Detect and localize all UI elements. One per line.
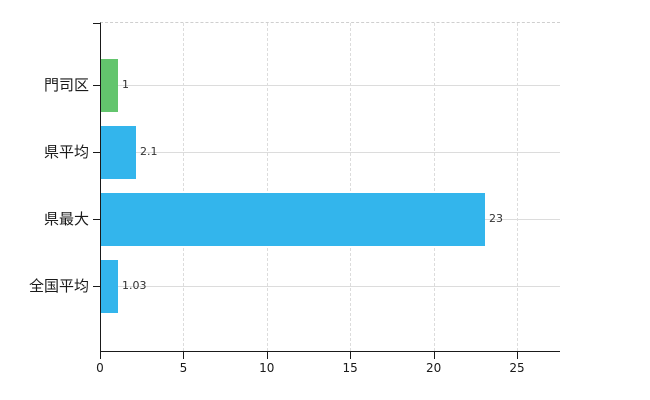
- y-axis-tick: [93, 286, 101, 287]
- vertical-gridline: [183, 23, 185, 351]
- y-axis-tick: [93, 23, 101, 24]
- bar-県平均: [101, 125, 136, 179]
- plot-area: 1 2.1 23 1.03: [93, 22, 560, 359]
- x-axis-tick: [183, 352, 185, 359]
- x-axis-tick: [350, 352, 352, 359]
- vertical-gridline: [350, 23, 352, 351]
- x-tick-label: 15: [342, 361, 358, 375]
- x-axis-tick: [517, 352, 518, 359]
- y-axis-tick: [93, 85, 101, 86]
- value-label: 1: [122, 78, 129, 91]
- vertical-gridline: [266, 23, 268, 351]
- value-label: 1.03: [122, 279, 147, 292]
- category-label: 県最大: [43, 210, 89, 228]
- x-tick-label: 25: [509, 361, 525, 375]
- vertical-gridline: [433, 23, 435, 351]
- x-tick-label: 5: [179, 361, 188, 375]
- category-label: 門司区: [43, 76, 89, 94]
- x-tick-label: 20: [425, 361, 442, 375]
- y-axis-tick: [93, 152, 101, 153]
- bar-県最大: [101, 192, 485, 246]
- category-label: 全国平均: [28, 277, 89, 295]
- bar-全国平均: [101, 259, 118, 313]
- y-axis-tick: [93, 219, 101, 220]
- horizontal-gridline: [101, 152, 560, 153]
- category-label: 県平均: [43, 143, 89, 161]
- x-axis-tick: [266, 352, 268, 359]
- x-axis-tick: [433, 352, 435, 359]
- x-tick-label: 10: [259, 361, 275, 375]
- horizontal-gridline: [101, 286, 560, 287]
- value-label: 2.1: [140, 145, 158, 158]
- x-axis-tick: [100, 352, 101, 359]
- bar-門司区: [101, 58, 118, 112]
- horizontal-gridline: [101, 85, 560, 86]
- x-tick-label: 0: [96, 361, 104, 375]
- vertical-gridline: [517, 23, 518, 351]
- value-label: 23: [489, 212, 503, 225]
